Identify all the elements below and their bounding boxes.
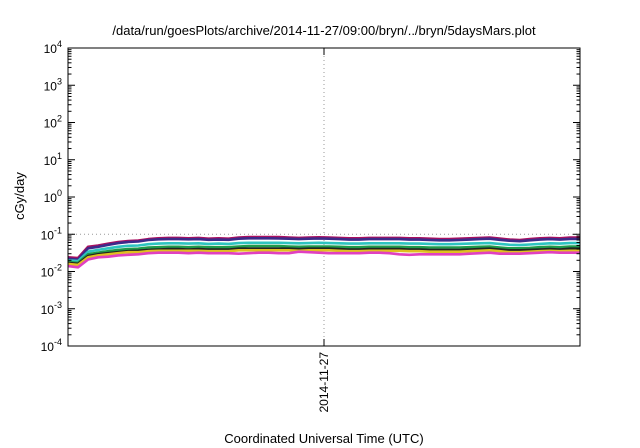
y-tick-label: 102 xyxy=(44,114,62,131)
y-tick-label: 100 xyxy=(44,188,62,205)
series-line-6 xyxy=(67,249,580,267)
y-tick-label: 103 xyxy=(44,76,62,93)
series-line-2 xyxy=(67,237,580,261)
x-axis-label: Coordinated Universal Time (UTC) xyxy=(224,431,423,446)
y-tick-label: 10-3 xyxy=(41,300,62,317)
grid xyxy=(68,48,580,346)
y-tick-label: 10-2 xyxy=(41,263,62,280)
series-line-7 xyxy=(67,250,580,269)
series-line-4 xyxy=(67,244,580,265)
y-tick-label: 101 xyxy=(44,151,62,168)
y-tick-label: 10-4 xyxy=(41,337,62,354)
y-axis-label: cGy/day xyxy=(12,172,27,220)
y-tick-label: 104 xyxy=(44,39,62,56)
x-tick-label: 2014-11-27 xyxy=(317,352,331,413)
series-line-3 xyxy=(67,241,580,263)
chart-title: /data/run/goesPlots/archive/2014-11-27/0… xyxy=(112,23,536,38)
series-layer xyxy=(67,235,580,269)
y-tick-label: 10-1 xyxy=(41,225,62,242)
axes: 10-4 10-3 10-2 10-1 100 101 102 103 104 2014-11-2… xyxy=(41,39,581,413)
